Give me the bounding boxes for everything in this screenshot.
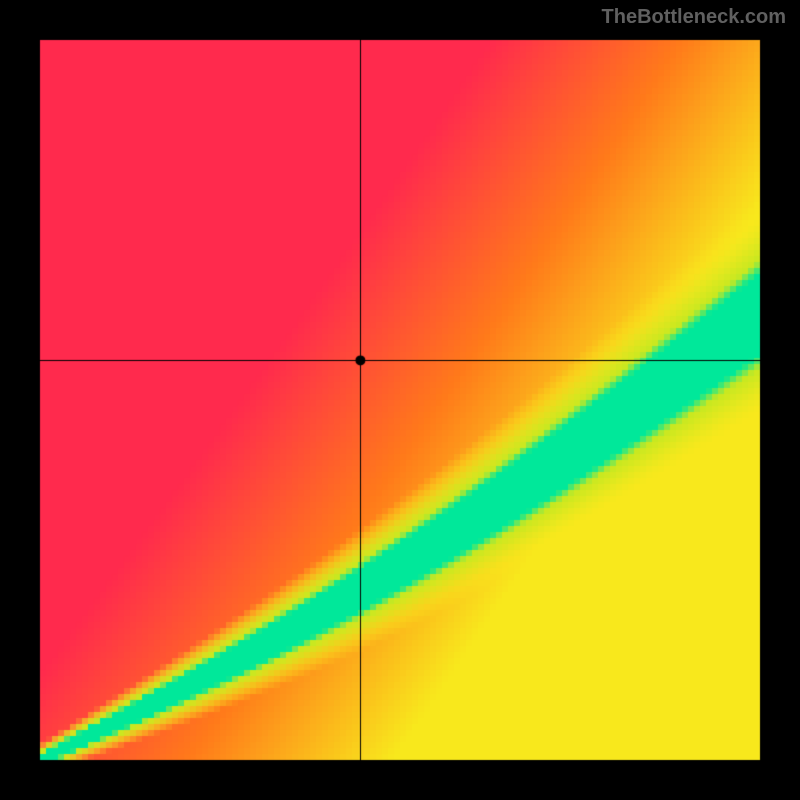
chart-root: TheBottleneck.com: [0, 0, 800, 800]
watermark-label: TheBottleneck.com: [602, 6, 786, 29]
heatmap-canvas: [0, 0, 800, 800]
